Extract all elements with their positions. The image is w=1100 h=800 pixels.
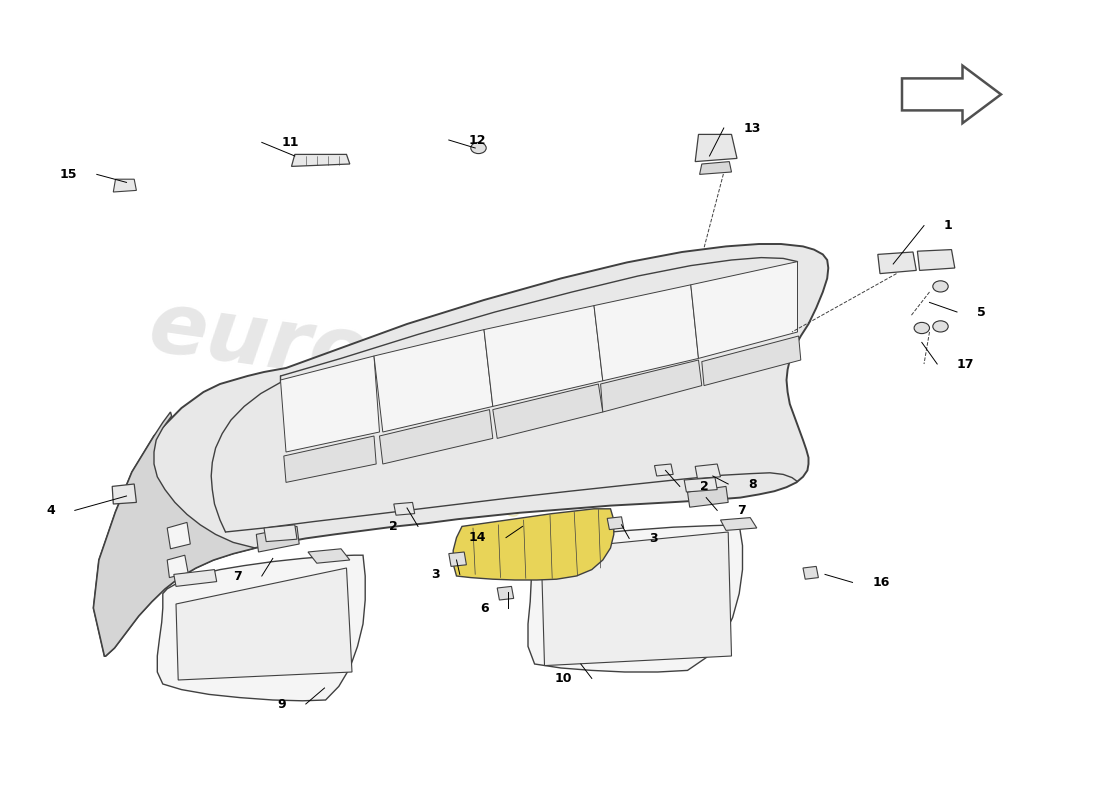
Text: 11: 11 bbox=[282, 136, 299, 149]
Text: 9: 9 bbox=[277, 698, 286, 710]
Polygon shape bbox=[607, 517, 624, 530]
Polygon shape bbox=[167, 555, 188, 578]
Polygon shape bbox=[264, 525, 297, 542]
Text: 8: 8 bbox=[748, 478, 757, 490]
Text: 12: 12 bbox=[469, 134, 486, 146]
Polygon shape bbox=[113, 179, 136, 192]
Text: 13: 13 bbox=[744, 122, 761, 134]
Polygon shape bbox=[684, 478, 717, 492]
Circle shape bbox=[914, 322, 929, 334]
Polygon shape bbox=[280, 356, 380, 452]
Text: 7: 7 bbox=[737, 504, 746, 517]
Circle shape bbox=[933, 281, 948, 292]
Text: 7: 7 bbox=[233, 570, 242, 582]
Polygon shape bbox=[379, 410, 493, 464]
Polygon shape bbox=[601, 360, 702, 412]
Text: 2: 2 bbox=[700, 480, 708, 493]
Polygon shape bbox=[688, 486, 728, 507]
Polygon shape bbox=[878, 252, 916, 274]
Polygon shape bbox=[449, 552, 466, 566]
Text: 6: 6 bbox=[480, 602, 488, 614]
Polygon shape bbox=[917, 250, 955, 270]
Polygon shape bbox=[94, 412, 255, 656]
Polygon shape bbox=[284, 436, 376, 482]
Polygon shape bbox=[453, 509, 614, 580]
Polygon shape bbox=[394, 502, 415, 515]
Polygon shape bbox=[528, 525, 742, 672]
Polygon shape bbox=[541, 532, 732, 666]
Polygon shape bbox=[256, 526, 299, 552]
Polygon shape bbox=[167, 522, 190, 549]
Text: europarts: europarts bbox=[143, 286, 627, 434]
Polygon shape bbox=[654, 464, 673, 476]
Text: 10: 10 bbox=[554, 672, 572, 685]
Polygon shape bbox=[700, 162, 732, 174]
Polygon shape bbox=[374, 330, 493, 432]
Polygon shape bbox=[94, 244, 828, 656]
Polygon shape bbox=[803, 566, 818, 579]
Text: 5: 5 bbox=[977, 306, 986, 318]
Text: 17: 17 bbox=[957, 358, 975, 370]
Polygon shape bbox=[112, 484, 136, 504]
Polygon shape bbox=[292, 154, 350, 166]
Text: 1: 1 bbox=[944, 219, 953, 232]
Polygon shape bbox=[493, 384, 603, 438]
Polygon shape bbox=[176, 568, 352, 680]
Polygon shape bbox=[720, 518, 757, 530]
Text: 16: 16 bbox=[872, 576, 890, 589]
Circle shape bbox=[471, 142, 486, 154]
Polygon shape bbox=[695, 134, 737, 162]
Polygon shape bbox=[484, 306, 603, 406]
Text: 15: 15 bbox=[59, 168, 77, 181]
Polygon shape bbox=[691, 262, 797, 358]
Polygon shape bbox=[308, 549, 350, 563]
Polygon shape bbox=[695, 464, 721, 478]
Text: since 1985: since 1985 bbox=[400, 486, 524, 522]
Text: 2: 2 bbox=[389, 520, 398, 533]
Polygon shape bbox=[594, 285, 698, 381]
Polygon shape bbox=[157, 555, 365, 701]
Polygon shape bbox=[497, 586, 514, 600]
Text: 14: 14 bbox=[469, 531, 486, 544]
Polygon shape bbox=[702, 336, 801, 386]
Text: 3: 3 bbox=[431, 568, 440, 581]
Text: 4: 4 bbox=[46, 504, 55, 517]
Circle shape bbox=[933, 321, 948, 332]
Polygon shape bbox=[174, 570, 217, 586]
Text: 3: 3 bbox=[649, 532, 658, 545]
Text: a passion parts find: a passion parts find bbox=[288, 434, 482, 478]
